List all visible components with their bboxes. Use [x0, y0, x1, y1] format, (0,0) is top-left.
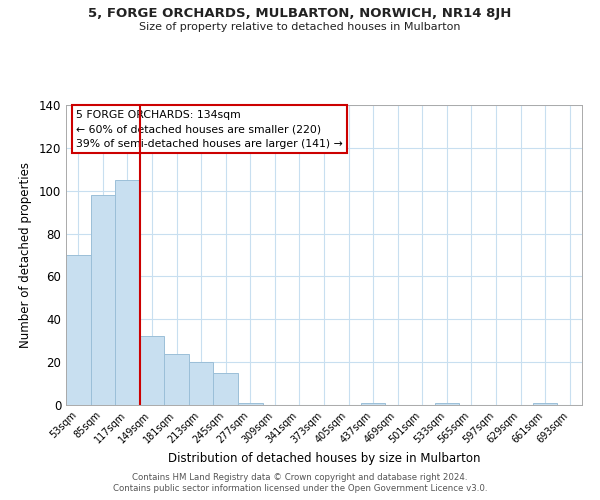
- Bar: [91, 195, 115, 405]
- Text: Contains public sector information licensed under the Open Government Licence v3: Contains public sector information licen…: [113, 484, 487, 493]
- Bar: [434, 403, 459, 405]
- Text: 5 FORGE ORCHARDS: 134sqm
← 60% of detached houses are smaller (220)
39% of semi-: 5 FORGE ORCHARDS: 134sqm ← 60% of detach…: [76, 110, 343, 149]
- Text: Size of property relative to detached houses in Mulbarton: Size of property relative to detached ho…: [139, 22, 461, 32]
- Bar: [533, 403, 557, 405]
- Text: 5, FORGE ORCHARDS, MULBARTON, NORWICH, NR14 8JH: 5, FORGE ORCHARDS, MULBARTON, NORWICH, N…: [88, 8, 512, 20]
- Bar: [214, 373, 238, 405]
- Bar: [164, 354, 189, 405]
- Y-axis label: Number of detached properties: Number of detached properties: [19, 162, 32, 348]
- X-axis label: Distribution of detached houses by size in Mulbarton: Distribution of detached houses by size …: [168, 452, 480, 465]
- Bar: [238, 403, 263, 405]
- Text: Contains HM Land Registry data © Crown copyright and database right 2024.: Contains HM Land Registry data © Crown c…: [132, 472, 468, 482]
- Bar: [361, 403, 385, 405]
- Bar: [66, 255, 91, 405]
- Bar: [115, 180, 140, 405]
- Bar: [140, 336, 164, 405]
- Bar: [189, 362, 214, 405]
